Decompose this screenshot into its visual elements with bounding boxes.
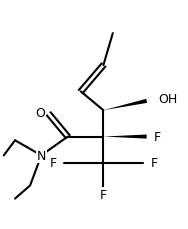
Text: F: F: [49, 157, 56, 170]
Text: N: N: [37, 149, 46, 162]
Polygon shape: [103, 99, 147, 111]
Text: OH: OH: [158, 93, 177, 106]
Text: F: F: [154, 131, 161, 143]
Text: O: O: [35, 106, 45, 119]
Text: F: F: [150, 157, 158, 170]
Text: F: F: [100, 188, 107, 202]
Polygon shape: [103, 135, 147, 139]
